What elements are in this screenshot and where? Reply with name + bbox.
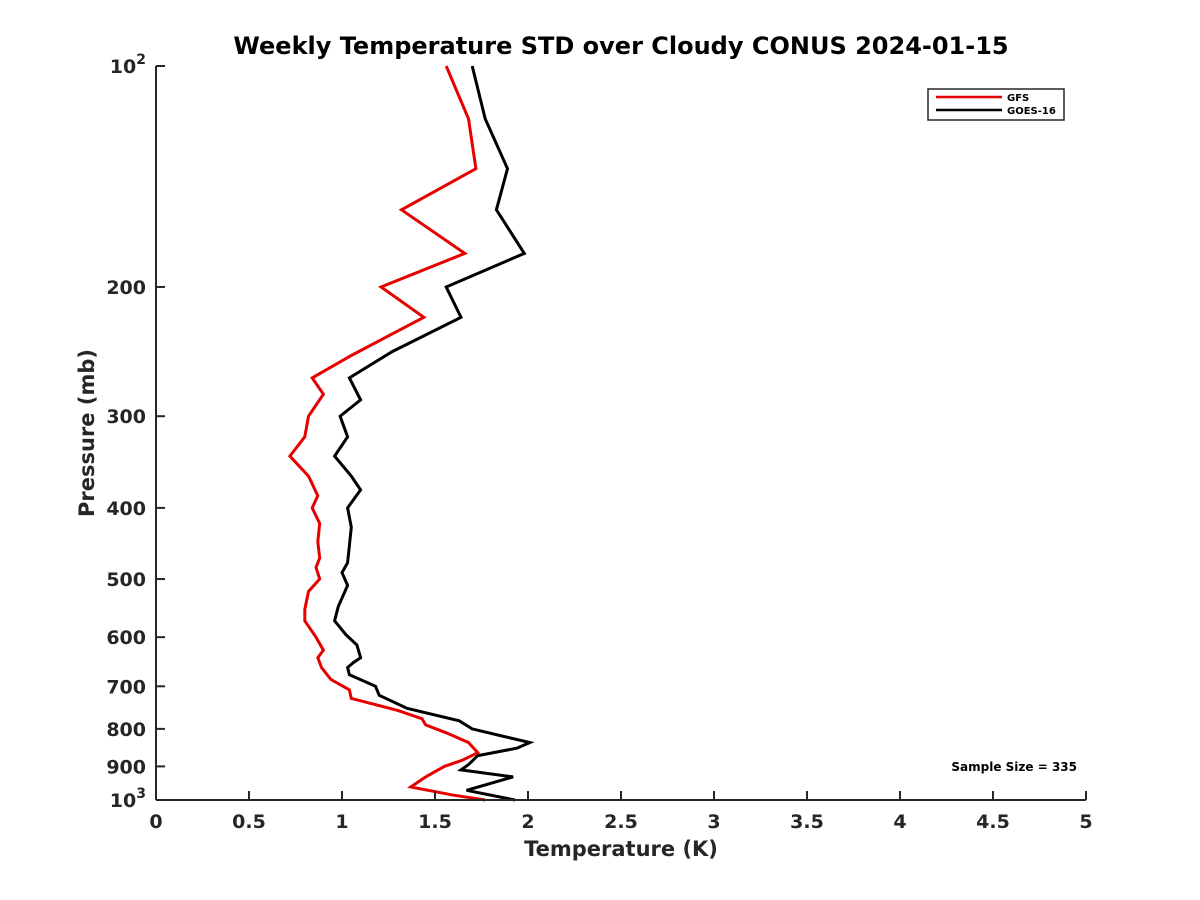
series-line-gfs — [287, 65, 486, 802]
y-tick-label: 300 — [106, 406, 146, 428]
y-tick-label: 900 — [106, 756, 146, 778]
y-tick-label: 200 — [106, 277, 146, 299]
y-axis-ticks: 102 200 300 400 500 600 700 800 900 103 — [106, 52, 165, 812]
x-tick-label: 2.5 — [604, 811, 638, 833]
y-tick-label: 500 — [106, 569, 146, 591]
y-tick-label: 600 — [106, 627, 146, 649]
x-tick-label: 1.5 — [418, 811, 452, 833]
x-axis-ticks: 0 0.5 1 1.5 2 2.5 3 3.5 4 4.5 5 — [149, 791, 1093, 833]
y-tick-label: 102 — [110, 52, 146, 78]
x-tick-label: 0.5 — [232, 811, 266, 833]
x-tick-label: 3 — [707, 811, 720, 833]
x-tick-label: 4.5 — [976, 811, 1010, 833]
x-tick-label: 2 — [521, 811, 534, 833]
legend-box — [927, 88, 1065, 121]
legend: GFS GOES-16 — [927, 88, 1065, 121]
x-tick-label: 5 — [1079, 811, 1092, 833]
y-tick-label: 800 — [106, 719, 146, 741]
y-tick-label: 400 — [106, 498, 146, 520]
y-tick-label: 103 — [110, 786, 146, 812]
x-tick-label: 0 — [149, 811, 162, 833]
sample-size-annotation: Sample Size = 335 — [951, 760, 1077, 774]
x-axis-label: Temperature (K) — [524, 837, 718, 861]
y-axis-label: Pressure (mb) — [75, 349, 99, 517]
x-tick-label: 4 — [893, 811, 906, 833]
chart-title: Weekly Temperature STD over Cloudy CONUS… — [233, 32, 1008, 60]
x-tick-label: 1 — [335, 811, 348, 833]
series-layer — [287, 65, 535, 802]
legend-label-gfs: GFS — [1007, 93, 1029, 104]
x-tick-label: 3.5 — [790, 811, 824, 833]
legend-label-goes16: GOES-16 — [1007, 106, 1056, 117]
series-line-goes-16 — [332, 65, 535, 802]
y-tick-label: 700 — [106, 676, 146, 698]
